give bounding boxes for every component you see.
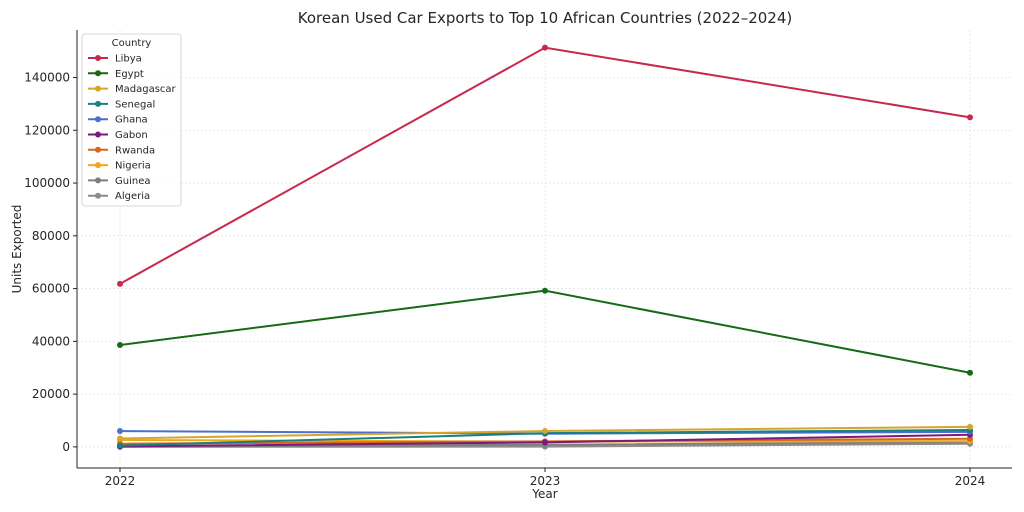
y-tick-label: 140000 (24, 70, 70, 84)
series-lines (117, 44, 973, 450)
data-point (967, 114, 973, 121)
data-point (542, 428, 548, 435)
legend-marker (95, 162, 101, 169)
data-point (117, 280, 123, 287)
legend-item-rwanda: Rwanda (88, 145, 155, 156)
legend-item-madagascar: Madagascar (88, 84, 177, 95)
data-point (542, 439, 548, 446)
legend-item-guinea: Guinea (88, 176, 150, 187)
y-axis-label: Units Exported (10, 205, 24, 294)
x-tick-label: 2024 (955, 474, 986, 488)
legend-title: Country (112, 38, 152, 49)
legend-marker (95, 55, 101, 61)
legend-label: Nigeria (115, 161, 151, 172)
legend-item-gabon: Gabon (88, 130, 148, 141)
legend-item-libya: Libya (88, 54, 142, 65)
y-tick-label: 40000 (32, 334, 70, 348)
series-egypt (117, 287, 973, 376)
legend-marker (95, 177, 101, 184)
x-tick-label: 2022 (105, 474, 136, 488)
legend-marker (95, 70, 101, 77)
data-point (117, 435, 123, 442)
legend: Country Libya Egypt Madagascar Senegal Ghana G… (81, 33, 182, 207)
series-madagascar (117, 423, 973, 442)
legend-label: Senegal (115, 99, 155, 110)
y-tick-label: 0 (62, 440, 70, 454)
legend-item-ghana: Ghana (88, 115, 148, 126)
legend-marker (95, 131, 101, 138)
x-tick-label: 2023 (530, 474, 561, 488)
legend-label: Guinea (115, 176, 150, 187)
legend-marker (95, 146, 101, 153)
x-axis-label: Year (531, 487, 557, 501)
axes (73, 30, 1012, 472)
y-tick-label: 20000 (32, 387, 70, 401)
y-tick-label: 60000 (32, 282, 70, 296)
legend-marker (95, 116, 101, 123)
legend-item-egypt: Egypt (88, 69, 144, 80)
legend-marker (95, 100, 101, 107)
legend-box (81, 33, 182, 207)
data-point (967, 369, 973, 376)
legend-marker (95, 192, 101, 199)
legend-label: Gabon (115, 130, 148, 141)
legend-item-senegal: Senegal (88, 99, 155, 110)
data-point (542, 287, 548, 294)
legend-marker (95, 85, 101, 92)
data-point (117, 442, 123, 449)
tick-labels: 0 20000 40000 60000 80000 100000 120000 140000 2… (24, 70, 985, 488)
legend-label: Libya (115, 54, 142, 65)
y-tick-label: 80000 (32, 229, 70, 243)
legend-item-algeria: Algeria (88, 191, 150, 202)
y-tick-label: 100000 (24, 176, 70, 190)
legend-item-nigeria: Nigeria (88, 161, 151, 172)
grid (77, 30, 1012, 468)
legend-label: Algeria (115, 191, 150, 202)
legend-label: Ghana (115, 115, 148, 126)
chart-title: Korean Used Car Exports to Top 10 Africa… (298, 9, 792, 27)
data-point (542, 44, 548, 51)
series-libya (117, 44, 973, 287)
data-point (117, 342, 123, 349)
legend-label: Egypt (115, 69, 144, 80)
y-tick-label: 120000 (24, 123, 70, 137)
data-point (967, 423, 973, 430)
data-point (117, 428, 123, 435)
legend-label: Rwanda (115, 145, 155, 156)
legend-label: Madagascar (115, 84, 177, 95)
